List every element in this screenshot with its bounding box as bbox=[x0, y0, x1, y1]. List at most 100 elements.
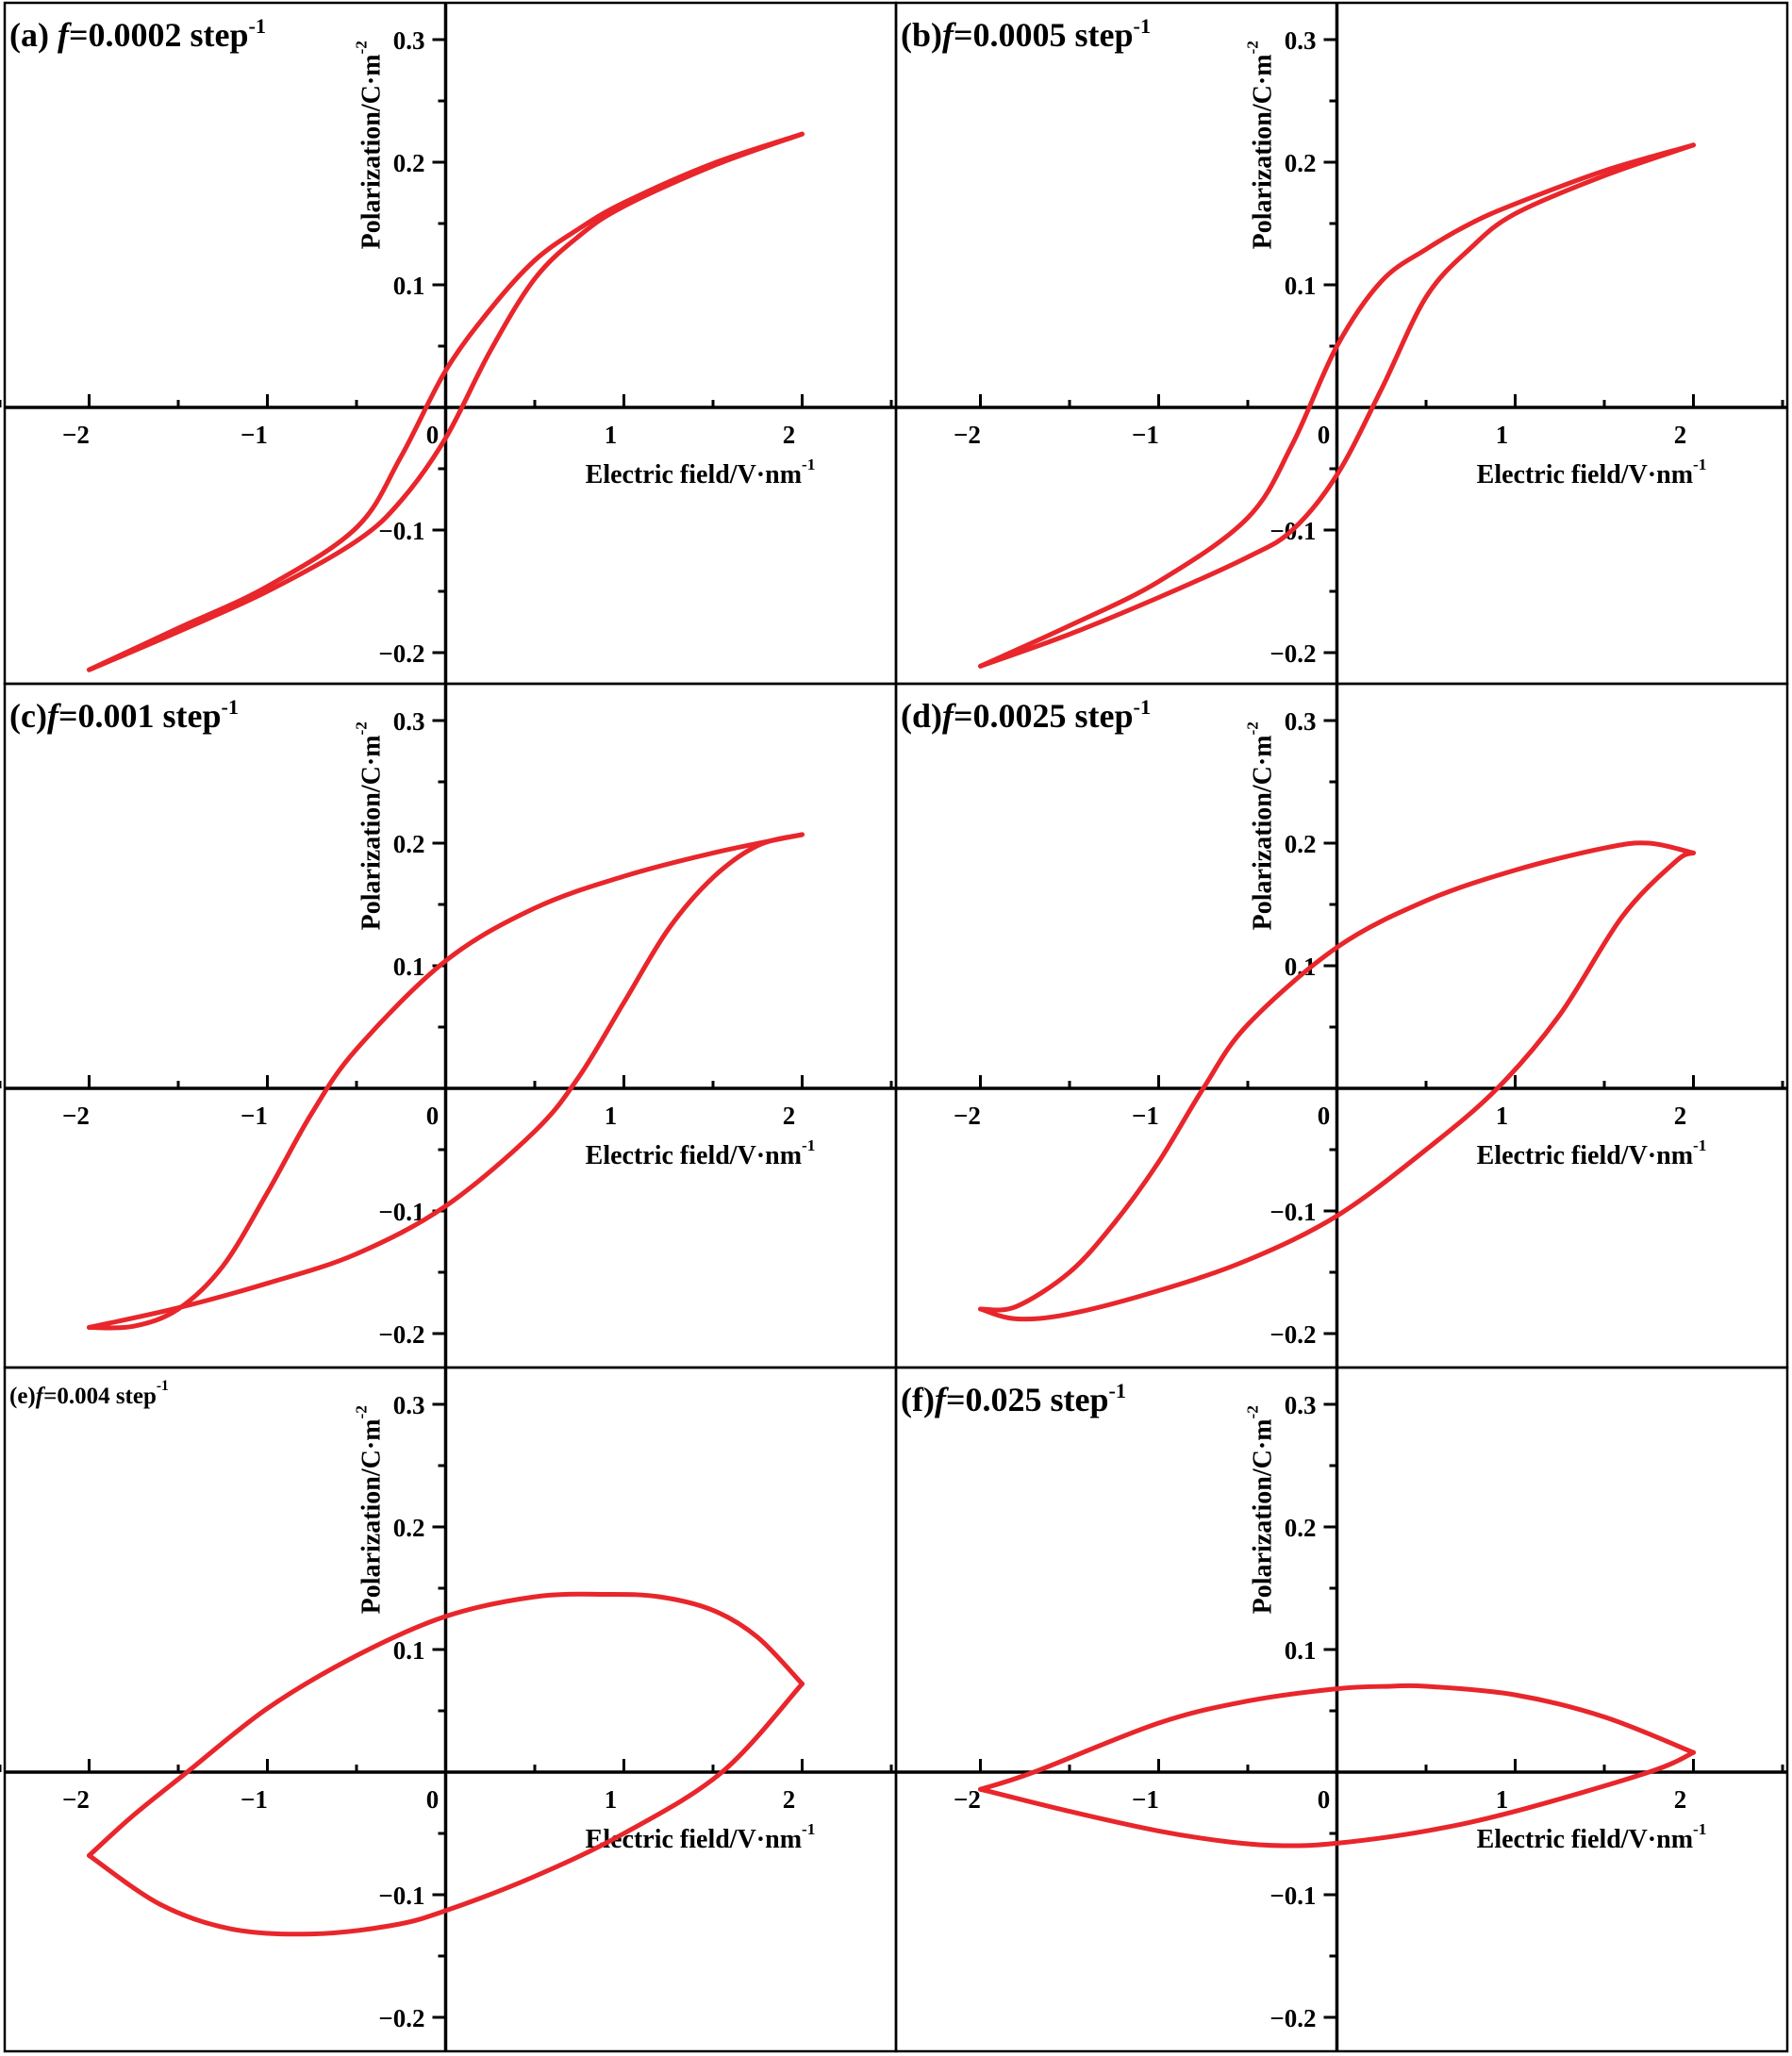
x-tick-label: −2 bbox=[954, 1102, 981, 1130]
frequency-value: =0.001 step bbox=[58, 697, 222, 735]
x-tick-label: 2 bbox=[1674, 1102, 1687, 1130]
x-tick-label: −2 bbox=[954, 1785, 981, 1814]
x-axis-label: Electric field/V·nm-1 bbox=[586, 1820, 816, 1854]
y-tick-label: −0.2 bbox=[378, 1320, 424, 1349]
frequency-symbol: f bbox=[58, 16, 72, 54]
y-tick-label: 0.1 bbox=[393, 272, 425, 300]
frequency-exponent: -1 bbox=[249, 14, 267, 38]
x-tick-label: 2 bbox=[783, 1102, 796, 1130]
x-axis-label-exponent: -1 bbox=[1693, 456, 1706, 473]
y-axis-label-text: Polarization/C·m bbox=[1249, 1418, 1278, 1614]
panel-frame bbox=[3, 682, 898, 1369]
ascending-branch-line bbox=[978, 850, 1696, 1322]
y-tick-label: 0.2 bbox=[1285, 149, 1317, 177]
x-tick-label: −2 bbox=[62, 1785, 90, 1814]
x-tick-label: 1 bbox=[605, 421, 618, 449]
frequency-symbol: f bbox=[942, 16, 956, 54]
panel-title: (c)f=0.001 step-1 bbox=[9, 695, 239, 735]
x-tick-label: −2 bbox=[62, 421, 90, 449]
frequency-value: =0.0002 step bbox=[69, 16, 249, 54]
x-axis-label: Electric field/V·nm-1 bbox=[1477, 456, 1707, 489]
y-tick-label: 0.1 bbox=[393, 1636, 425, 1665]
x-tick-label: 2 bbox=[1674, 421, 1687, 449]
frequency-symbol: f bbox=[47, 697, 61, 735]
x-axis-label-exponent: -1 bbox=[1693, 1820, 1706, 1838]
x-axis-label: Electric field/V·nm-1 bbox=[1477, 1136, 1707, 1170]
y-tick-label: 0.2 bbox=[393, 830, 425, 858]
frequency-value: =0.004 step bbox=[43, 1384, 157, 1409]
x-tick-label: 2 bbox=[1674, 1785, 1687, 1814]
x-tick-label: −1 bbox=[241, 1785, 268, 1814]
x-tick-label: 0 bbox=[426, 1785, 440, 1814]
panel-title: (e)f=0.004 step-1 bbox=[9, 1378, 169, 1409]
panel-letter: (e) bbox=[9, 1384, 36, 1409]
panel-title: (b)f=0.0005 step-1 bbox=[901, 14, 1151, 54]
panel-frame bbox=[3, 1366, 898, 2053]
x-tick-label: 0 bbox=[1318, 421, 1331, 449]
ascending-branch-line bbox=[87, 131, 805, 672]
y-axis-label: Polarization/C·m-2 bbox=[353, 41, 387, 249]
x-axis-label: Electric field/V·nm-1 bbox=[586, 1136, 816, 1170]
x-tick-label: −1 bbox=[241, 421, 268, 449]
descending-branch-line bbox=[87, 1591, 805, 1858]
y-tick-label: 0.1 bbox=[1285, 1636, 1317, 1665]
panel-title: (a) f=0.0002 step-1 bbox=[9, 14, 266, 54]
frequency-symbol: f bbox=[36, 1384, 46, 1409]
y-tick-label: −0.2 bbox=[378, 2004, 424, 2032]
x-axis-label-exponent: -1 bbox=[802, 1136, 815, 1154]
frequency-exponent: -1 bbox=[1134, 695, 1152, 719]
x-tick-label: −1 bbox=[241, 1102, 268, 1130]
y-axis-label-text: Polarization/C·m bbox=[357, 54, 387, 249]
panel-frame bbox=[894, 1, 1789, 686]
y-tick-label: −0.2 bbox=[1269, 1320, 1316, 1349]
y-axis-label-exponent: -2 bbox=[1244, 721, 1262, 735]
y-tick-label: −0.2 bbox=[1269, 2004, 1316, 2032]
y-axis-label-exponent: -2 bbox=[353, 41, 371, 54]
x-tick-label: 0 bbox=[1318, 1102, 1331, 1130]
panel-letter: (f) bbox=[901, 1381, 935, 1418]
frequency-symbol: f bbox=[935, 1381, 949, 1418]
y-tick-label: 0.2 bbox=[393, 1514, 425, 1542]
descending-branch-line bbox=[87, 131, 805, 672]
y-tick-label: 0.3 bbox=[393, 26, 425, 55]
ascending-branch-line bbox=[978, 1749, 1696, 1849]
panel-f: −2 −1 0 1 2 −0.2 −0.1 0.1 0.2 0.3 Electric field/V… bbox=[889, 1366, 1789, 2053]
x-tick-label: 1 bbox=[605, 1785, 618, 1814]
panel-a: −2 −1 0 1 2 −0.2 −0.1 0.1 0.2 0.3 Electric field/V… bbox=[0, 1, 898, 686]
frequency-value: =0.025 step bbox=[946, 1381, 1109, 1418]
x-tick-label: 2 bbox=[783, 421, 796, 449]
descending-branch-line bbox=[87, 832, 805, 1331]
frequency-exponent: -1 bbox=[157, 1378, 169, 1394]
x-tick-label: 1 bbox=[1496, 1102, 1509, 1130]
frequency-value: =0.0025 step bbox=[954, 697, 1134, 735]
panel-letter: (b) bbox=[901, 16, 942, 54]
y-tick-label: 0.3 bbox=[393, 1391, 425, 1419]
panel-frame bbox=[894, 682, 1789, 1369]
descending-branch-line bbox=[978, 1683, 1696, 1792]
y-axis-label-text: Polarization/C·m bbox=[1249, 735, 1278, 930]
y-axis-label-exponent: -2 bbox=[353, 1405, 371, 1418]
x-tick-label: −1 bbox=[1132, 1785, 1159, 1814]
y-axis-label: Polarization/C·m-2 bbox=[1244, 721, 1278, 930]
x-tick-label: 1 bbox=[1496, 1785, 1509, 1814]
frequency-exponent: -1 bbox=[1108, 1379, 1126, 1402]
y-tick-label: 0.3 bbox=[393, 707, 425, 736]
frequency-value: =0.0005 step bbox=[954, 16, 1134, 54]
y-axis-label-text: Polarization/C·m bbox=[357, 735, 387, 930]
y-axis-label-exponent: -2 bbox=[353, 721, 371, 735]
y-tick-label: −0.2 bbox=[378, 639, 424, 668]
x-axis-label-text: Electric field/V·nm bbox=[586, 1825, 802, 1854]
y-tick-label: −0.1 bbox=[378, 517, 424, 545]
y-tick-label: −0.1 bbox=[1269, 1198, 1316, 1226]
frequency-exponent: -1 bbox=[221, 695, 239, 719]
y-tick-label: 0.2 bbox=[1285, 1514, 1317, 1542]
x-tick-label: 0 bbox=[426, 1102, 440, 1130]
panel-letter: (c) bbox=[9, 697, 47, 735]
y-axis-label: Polarization/C·m-2 bbox=[353, 1405, 387, 1614]
y-tick-label: −0.2 bbox=[1269, 639, 1316, 668]
y-tick-label: 0.3 bbox=[1285, 1391, 1317, 1419]
